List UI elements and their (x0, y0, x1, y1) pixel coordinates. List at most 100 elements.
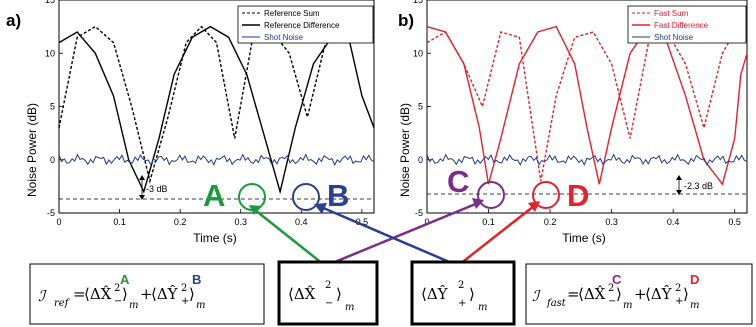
eq-ref-term1-sup: 2 (114, 283, 120, 294)
panel-b-annotation: -2.3 dB (684, 181, 713, 191)
eq-ref-term1-sub: − (114, 296, 122, 307)
panel-b-xlabel: Time (s) (562, 231, 606, 245)
eq-x-sub: − (325, 298, 333, 309)
xtick-label: 0.3 (605, 217, 618, 227)
eq-ref-term2-close: ⟩ (189, 285, 195, 303)
xtick-label: 0 (56, 217, 61, 227)
panel-b-label: b) (398, 11, 414, 30)
equation-x-box: ⟨ΔX̂ 2 − ⟩ m (277, 260, 379, 326)
ytick-label: 10 (45, 48, 55, 58)
equation-fast-box: ℐ fast = ⟨ΔX̂ 2 − ⟩ m C + ⟨ΔŶ 2 + ⟩ m D (525, 263, 753, 325)
eq-fast-symbol: ℐ (532, 287, 542, 305)
eq-ref-label-b: B (192, 272, 201, 287)
eq-fast-term2-close: ⟩ (683, 285, 689, 303)
eq-fast-term1-close: ⟩ (616, 285, 622, 303)
xtick-label: 0.4 (295, 217, 308, 227)
series-line-reference-difference (58, 25, 375, 195)
ytick-label: -5 (415, 208, 423, 218)
eq-x-close: ⟩ (336, 285, 342, 303)
xtick-label: 0.5 (356, 217, 369, 227)
series-line-shot-noise (58, 153, 375, 167)
xtick-label: 0.2 (544, 217, 557, 227)
eq-ref-equals: = (73, 285, 86, 303)
eq-ref-term1-close: ⟩ (122, 285, 128, 303)
ytick-label: -5 (47, 208, 55, 218)
eq-y-close: ⟩ (469, 285, 475, 303)
legend-shot-noise-b: Shot Noise (654, 33, 694, 42)
ytick-label: 15 (45, 0, 55, 5)
eq-y-sup: 2 (458, 280, 464, 291)
marker-a-label: A (203, 178, 225, 213)
eq-ref-label-a: A (120, 272, 130, 287)
eq-fast-term1-sup: 2 (608, 283, 614, 294)
eq-ref-m1: m (129, 300, 138, 311)
eq-fast-label-d: D (690, 272, 699, 287)
ytick-label: 10 (413, 48, 423, 58)
eq-fast-m2: m (690, 300, 699, 311)
eq-fast-term2-sup: 2 (675, 283, 681, 294)
eq-x-open: ⟨ΔX̂ (288, 285, 316, 303)
arrow-y-to-d (459, 205, 535, 265)
equation-ref-box: ℐ ref = ⟨ΔX̂ 2 − ⟩ m A + ⟨ΔŶ 2 + ⟩ m B (29, 263, 265, 325)
panel-b-xticks: 0 0.1 0.2 0.3 0.4 0.5 (424, 209, 741, 227)
eq-y-sub: + (458, 298, 466, 309)
xtick-label: 0.3 (234, 217, 247, 227)
arrow-x-to-a (254, 209, 324, 265)
ytick-label: 0 (418, 155, 423, 165)
legend-fast-difference: Fast Difference (654, 21, 709, 30)
connector-arrows (249, 198, 540, 266)
legend-reference-sum: Reference Sum (264, 9, 320, 18)
xtick-label: 0.4 (667, 217, 680, 227)
eq-fast-label-c: C (612, 272, 622, 287)
eq-x-m: m (345, 302, 354, 313)
eq-ref-term1: ⟨ΔX̂ (84, 285, 112, 303)
xtick-label: 0.1 (482, 217, 495, 227)
legend-reference-difference: Reference Difference (264, 21, 340, 30)
series-line-fast-difference (426, 25, 748, 186)
panel-a-yticks: -5 0 5 10 15 (45, 0, 63, 218)
eq-ref-symbol: ℐ (38, 287, 48, 305)
panel-a-legend: Reference Sum Reference Difference Shot … (237, 5, 374, 44)
ytick-label: 15 (413, 0, 423, 5)
panel-b-yticks: -5 0 5 10 15 (413, 0, 431, 218)
legend-shot-noise-a: Shot Noise (264, 33, 304, 42)
eq-y-m: m (478, 302, 487, 313)
xtick-label: 0.5 (728, 217, 741, 227)
eq-ref-plus: + (140, 285, 153, 303)
panel-a-annotation: -3 dB (146, 184, 168, 194)
eq-ref-term2-sub: + (181, 296, 189, 307)
ytick-label: 0 (50, 155, 55, 165)
eq-x-sup: 2 (325, 280, 331, 291)
arrow-y-to-b (320, 205, 455, 266)
xtick-label: 0.1 (113, 217, 126, 227)
marker-c-circle (477, 181, 505, 209)
marker-d-label: D (567, 178, 589, 213)
panel-b-ylabel: Noise Power (dB) (398, 103, 412, 197)
eq-fast-plus: + (634, 285, 647, 303)
panel-a-label: a) (6, 11, 21, 30)
eq-fast-sub: fast (546, 298, 567, 309)
eq-fast-term2: ⟨ΔŶ (645, 285, 673, 303)
eq-ref-sub: ref (54, 298, 71, 309)
ytick-label: 5 (50, 102, 55, 112)
panel-a-arrow-annotation: -3 dB (139, 175, 168, 200)
panel-b-series (426, 25, 748, 186)
eq-y-open: ⟨ΔŶ (421, 285, 449, 303)
equation-y-box: ⟨ΔŶ 2 + ⟩ m (410, 260, 516, 326)
eq-fast-m1: m (623, 300, 632, 311)
panel-a-ylabel: Noise Power (dB) (25, 103, 39, 197)
panel-a-series (58, 25, 375, 195)
marker-b-label: B (327, 178, 349, 213)
eq-fast-term1-sub: − (608, 296, 616, 307)
panel-b-legend: Fast Sum Fast Difference Shot Noise (627, 5, 747, 44)
panel-a-xticks: 0 0.1 0.2 0.3 0.4 0.5 (56, 209, 368, 227)
marker-c-label: C (447, 164, 469, 199)
xtick-label: 0 (424, 217, 429, 227)
ytick-label: 5 (418, 102, 423, 112)
eq-fast-term2-sub: + (675, 296, 683, 307)
marker-d-circle (532, 181, 560, 209)
series-line-shot-noise (426, 153, 748, 167)
